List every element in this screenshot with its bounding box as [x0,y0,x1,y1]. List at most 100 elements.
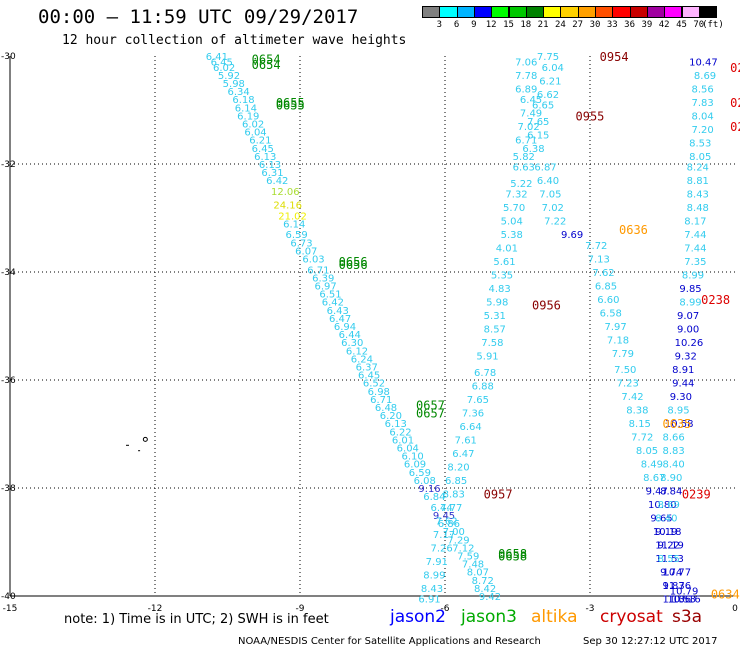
pass-time-label: 0658 [498,550,527,564]
swh-value-s3a: 6.38 [522,144,544,155]
swh-value-s3a: 6.63 [513,163,535,174]
credit-timestamp: Sep 30 12:27:12 UTC 2017 [583,636,718,647]
legend-tick-label: 42 [658,20,670,30]
legend-tick-label: 45 [676,20,687,30]
swh-value-cryosat: 8.17 [684,217,706,228]
y-tick-label: -40 [1,592,16,602]
swh-value-altika: 8.38 [626,406,648,417]
legend-tick-label: 12 [485,20,497,30]
pass-time-label: 0635 [663,417,692,431]
swh-value-cryosat: 9.85 [679,284,701,295]
x-tick-label: -3 [586,604,595,614]
swh-value-s3a: 4.83 [489,284,511,295]
swh-value-altika: 7.23 [617,379,639,390]
swh-value-cryosat: 8.69 [658,500,680,511]
swh-value-jason3: 6.71 [307,265,329,276]
swh-value-s3a: 5.70 [503,203,525,214]
legend-tick-label: 36 [624,20,636,30]
swh-value-s3a: 5.31 [484,311,506,322]
swh-value-s3a: 5.91 [476,352,498,363]
y-tick-label: -38 [1,484,16,494]
swh-value-s3a: 7.02 [518,122,540,133]
swh-value-jason3: 8.72 [472,576,494,587]
swh-value-s3a: 6.89 [515,84,537,95]
swh-value-cryosat: 7.44 [684,244,706,255]
swh-value-jason3: 6.18 [232,95,254,106]
pass-time-label: 0656 [339,255,368,269]
island-mark [142,436,148,442]
swh-value-jason3: 6.98 [368,387,390,398]
swh-value-s3a: 6.45 [520,95,542,106]
swh-value-cryosat: 10.26 [675,338,704,349]
swh-value-cryosat: 8.53 [689,138,711,149]
swh-value-s3a: 6.04 [542,63,564,74]
x-tick-label: -6 [441,604,450,614]
swh-value-jason3: 6.42 [322,298,344,309]
legend-tick-label: 15 [503,20,514,30]
legend-tick-label: 24 [554,20,566,30]
swh-value-jason3: 6.14 [283,219,305,230]
swh-value-jason3: 6.97 [315,282,337,293]
swh-value-jason3: 7.12 [452,543,474,554]
swh-value-s3a: 7.26 [431,543,453,554]
swh-value-jason3: 6.94 [334,322,356,333]
swh-value-jason3: 6.02 [213,63,235,74]
swh-value-jason3: 6.44 [431,503,453,514]
swh-value-jason3: 5.92 [218,71,240,82]
swh-value-cryosat: 8.99 [682,271,704,282]
swh-value-jason3: 6.71 [370,395,392,406]
swh-value-s3a: 7.36 [462,408,484,419]
swh-value-s3a: 7.75 [537,52,559,63]
swh-value-cryosat: 10.53 [667,595,696,606]
y-tick-label: -36 [1,376,16,386]
swh-value-s3a: 6.87 [534,163,556,174]
swh-value-cryosat: 8.95 [667,406,689,417]
swh-value-jason3: 6.43 [327,306,349,317]
legend-tick-label: 21 [537,20,549,30]
swh-value-jason3: 6.48 [375,403,397,414]
swh-value-altika: 7.72 [585,241,607,252]
swh-value-altika: 8.67 [643,473,665,484]
swh-value-s3a: 7.05 [539,190,561,201]
swh-value-s3a: 6.62 [537,90,559,101]
x-tick-label: 0 [732,604,738,614]
swh-value-s3a: 7.06 [515,57,537,68]
swh-value-jason3: 8.42 [474,584,496,595]
swh-value-cryosat: 8.55 [658,554,680,565]
swh-value-jason3: 6.45 [211,57,233,68]
satellite-label-cryosat: cryosat [600,607,663,627]
swh-value-jason3: 6.10 [402,452,424,463]
swh-value-s3a: 5.61 [493,257,515,268]
swh-value-s3a: 8.57 [484,325,506,336]
swh-value-cryosat: 8.83 [663,446,685,457]
legend-unit-label: (ft) [702,20,724,30]
swh-value-cryosat: 10.58 [665,419,694,430]
swh-value-s3a: 6.47 [452,449,474,460]
swh-value-altika: 9.65 [650,514,672,525]
pass-time-label: 0957 [484,487,513,501]
satellite-label-altika: altika [531,607,578,627]
satellite-label-jason3: jason3 [461,607,517,627]
swh-value-s3a: 5.82 [513,152,535,163]
swh-value-s3a: 5.04 [501,217,523,228]
swh-value-altika: 8.05 [636,446,658,457]
swh-value-altika: 7.72 [631,433,653,444]
swh-value-jason3: 6.07 [295,246,317,257]
swh-value-s3a: 6.88 [472,381,494,392]
swh-value-altika: 6.60 [597,295,619,306]
pass-time-label: 0239 [682,487,711,501]
swh-value-jason3: 6.04 [397,444,419,455]
swh-value-cryosat: 8.48 [687,203,709,214]
pass-time-label: 0654 [252,53,281,67]
island-mark [138,450,141,452]
swh-value-s3a: 5.35 [491,271,513,282]
swh-value-jason3: 12.06 [271,187,300,198]
swh-value-altika: 6.85 [595,282,617,293]
swh-value-jason3: 6.21 [249,136,271,147]
pass-time-label: 02 [730,96,740,110]
swh-value-cryosat: 9.44 [672,379,694,390]
swh-value-jason3: 6.08 [414,476,436,487]
pass-time-label: 0655 [276,96,305,110]
